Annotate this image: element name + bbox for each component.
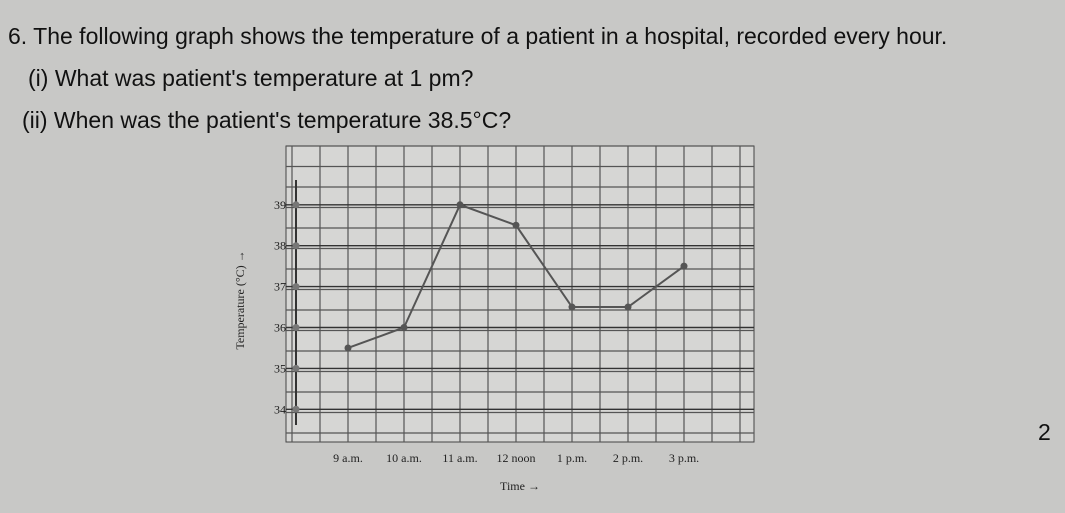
- x-tick-label: 2 p.m.: [613, 451, 643, 465]
- y-tick-label: 37: [274, 280, 286, 294]
- margin-note: 2: [1038, 419, 1051, 445]
- tick-mark: [292, 364, 300, 372]
- tick-mark: [292, 201, 300, 209]
- y-axis-label: Temperature (°C) →: [233, 250, 247, 349]
- data-point: [400, 323, 408, 331]
- x-tick-label: 9 a.m.: [333, 451, 363, 465]
- tick-mark: [292, 242, 300, 250]
- graph-paper: [285, 145, 755, 443]
- question-part: (ii) When was the patient's temperature …: [22, 107, 511, 133]
- x-tick-label: 3 p.m.: [669, 451, 699, 465]
- x-tick-label: 12 noon: [497, 451, 536, 465]
- data-point: [624, 303, 632, 311]
- tick-mark: [292, 323, 300, 331]
- y-tick-label: 36: [274, 320, 286, 334]
- y-tick-label: 35: [274, 361, 286, 375]
- x-tick-label: 1 p.m.: [557, 451, 587, 465]
- data-point: [568, 303, 576, 311]
- tick-mark: [292, 283, 300, 291]
- x-tick-label: 11 a.m.: [442, 451, 477, 465]
- x-tick-label: 10 a.m.: [386, 451, 422, 465]
- data-point: [344, 344, 352, 352]
- y-tick-label: 39: [274, 198, 286, 212]
- y-tick-label: 34: [274, 402, 286, 416]
- question-text: 6. The following graph shows the tempera…: [8, 23, 947, 49]
- tick-mark: [292, 405, 300, 413]
- data-point: [456, 201, 464, 209]
- x-axis-label: Time →: [500, 479, 540, 493]
- data-point: [512, 221, 520, 229]
- data-point: [680, 262, 688, 270]
- question-part: (i) What was patient's temperature at 1 …: [28, 65, 473, 91]
- y-tick-label: 38: [274, 239, 286, 253]
